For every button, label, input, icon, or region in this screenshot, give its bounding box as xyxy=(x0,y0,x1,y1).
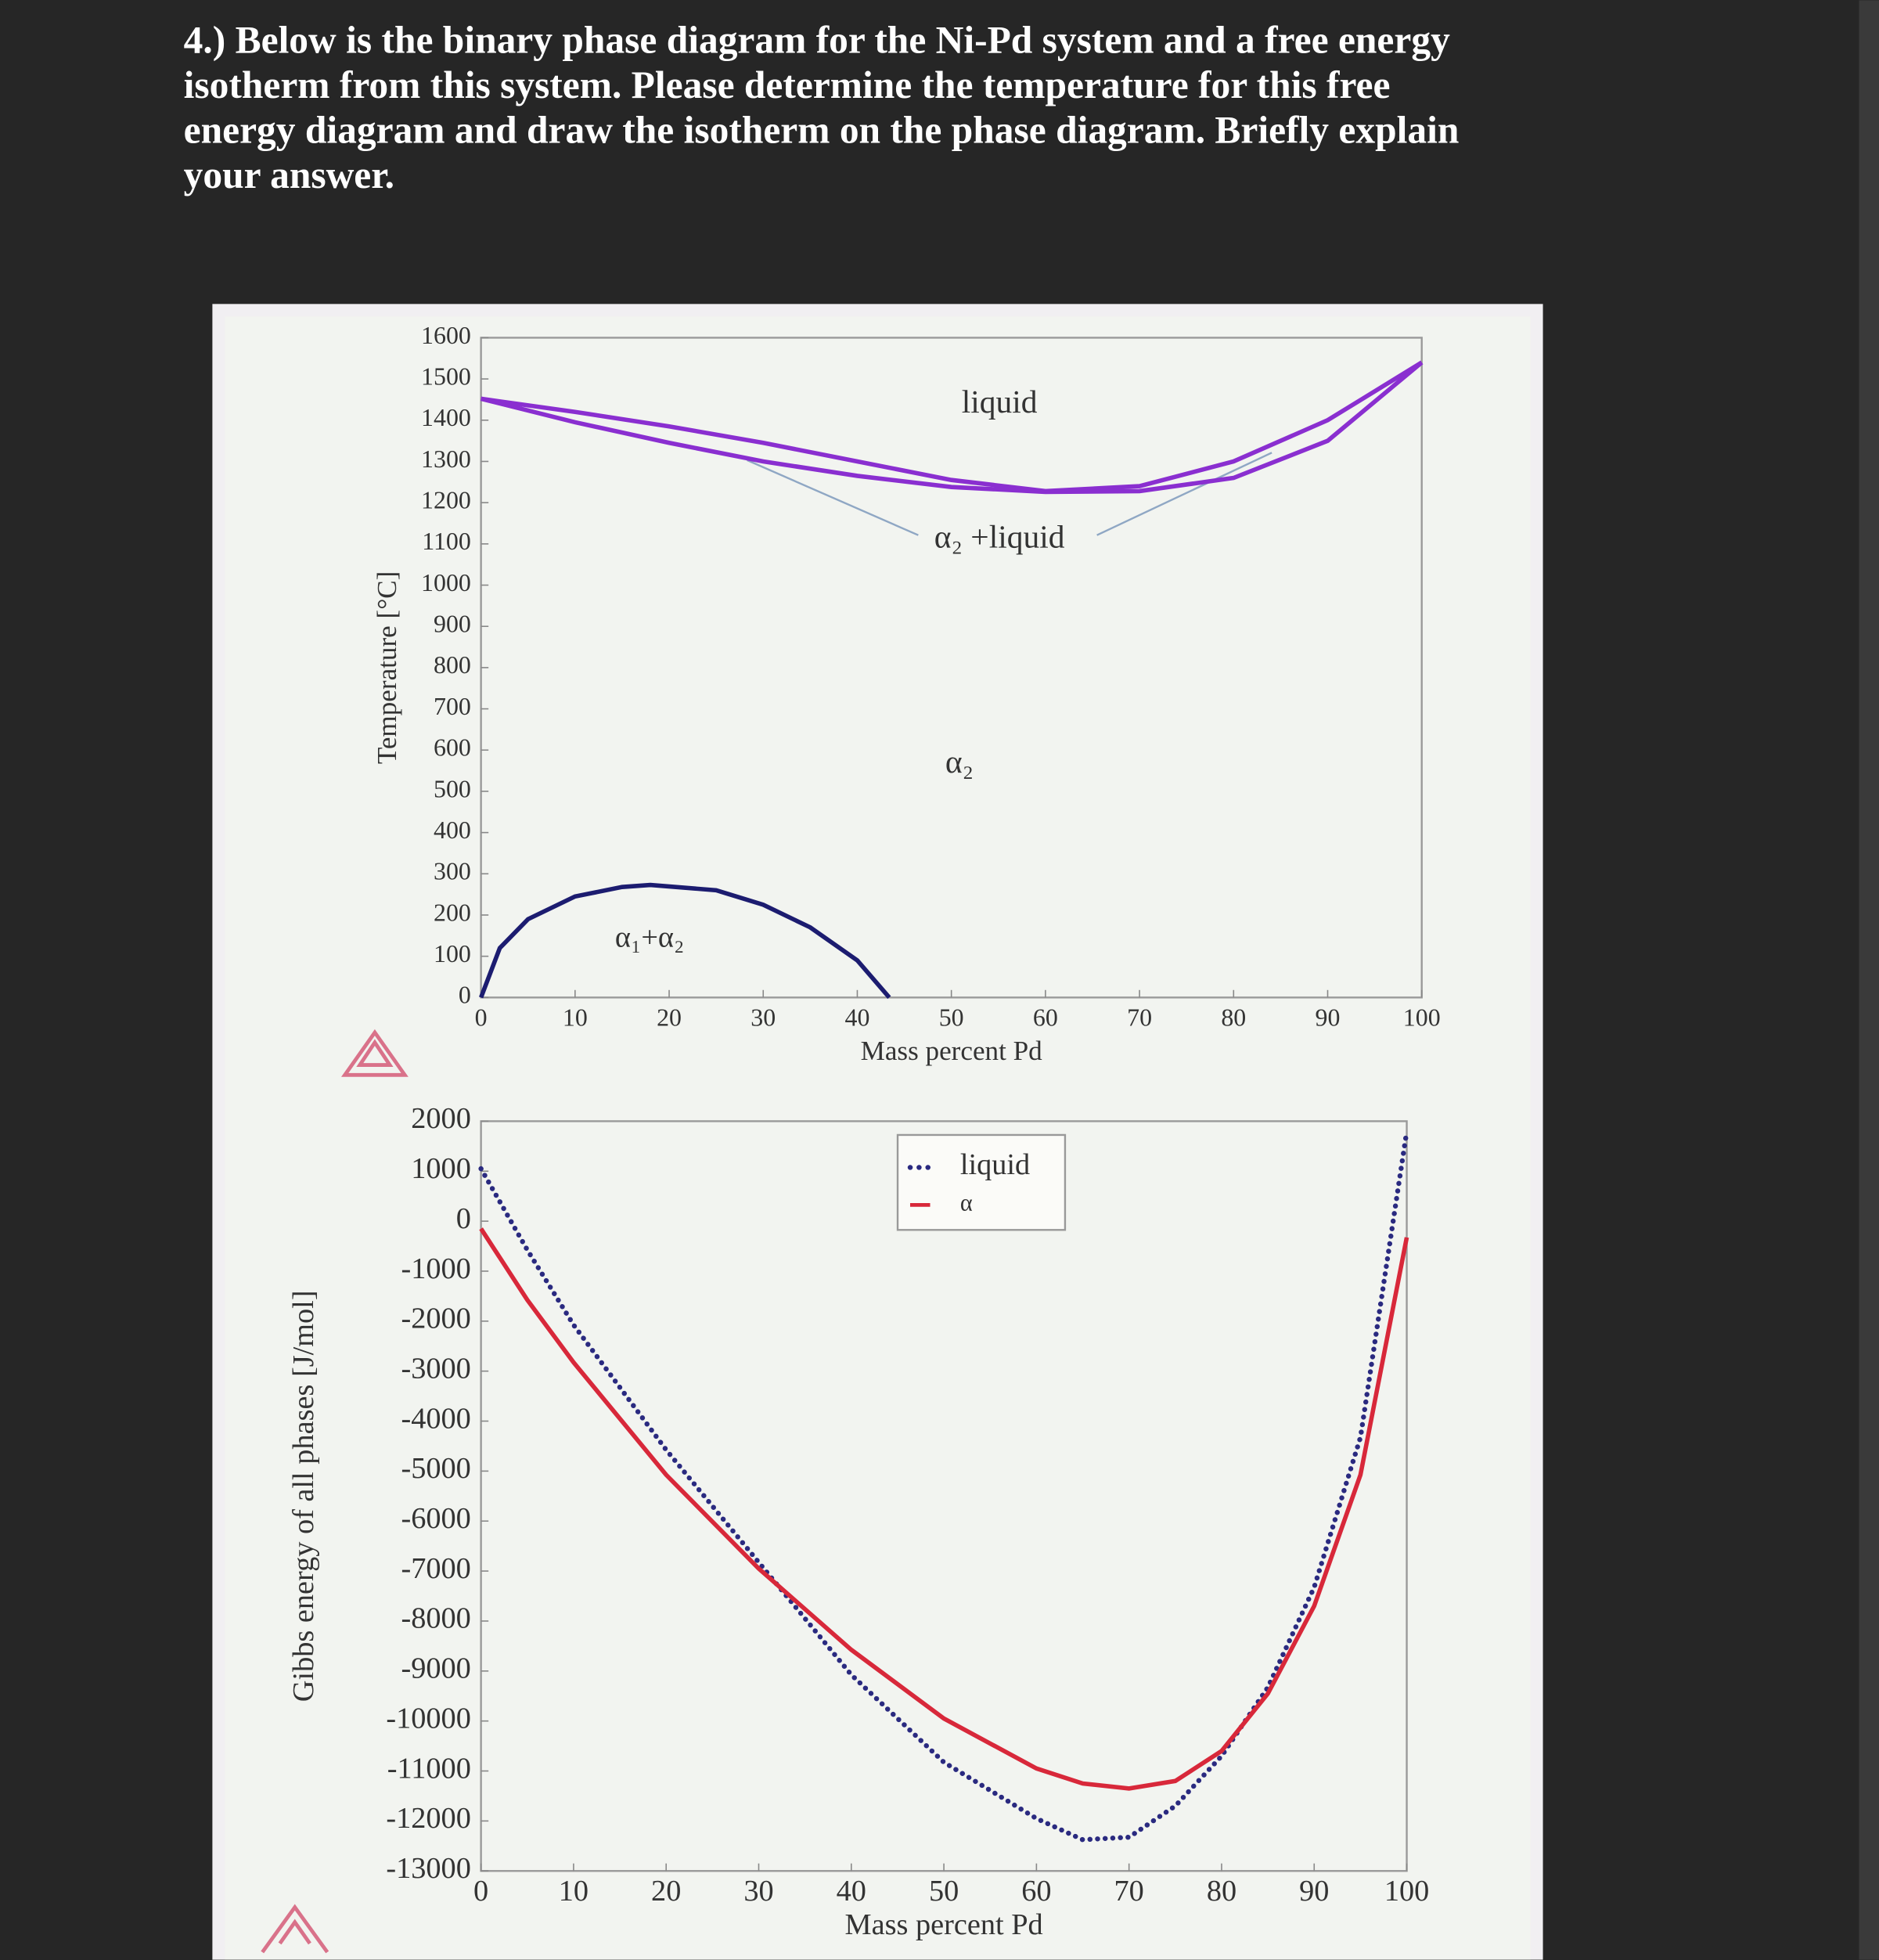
x-tick-label: 40 xyxy=(837,1875,866,1908)
y-tick-label: -8000 xyxy=(401,1602,470,1635)
region-label: α₂ +liquid xyxy=(934,519,1065,555)
question-line: energy diagram and draw the isotherm on … xyxy=(184,108,1460,151)
legend-label: liquid xyxy=(960,1148,1030,1181)
y-tick-label: 800 xyxy=(434,651,471,679)
y-tick-label: 2000 xyxy=(411,1102,471,1135)
y-tick-label: -7000 xyxy=(401,1552,470,1585)
region-label: α₁+α₂ xyxy=(615,921,684,954)
y-tick-label: 400 xyxy=(434,816,471,844)
x-tick-label: 40 xyxy=(845,1003,870,1031)
x-tick-label: 60 xyxy=(1021,1875,1051,1908)
y-tick-label: 1600 xyxy=(421,322,471,349)
x-tick-label: 90 xyxy=(1316,1003,1341,1031)
y-tick-label: -13000 xyxy=(386,1852,471,1885)
logo xyxy=(261,1904,329,1954)
y-tick-label: 600 xyxy=(434,734,471,762)
y-tick-label: -9000 xyxy=(401,1652,470,1685)
y-axis-label: Gibbs energy of all phases [J/mol] xyxy=(287,1290,320,1702)
legend-label: α xyxy=(960,1189,973,1216)
question-line: 4.) Below is the binary phase diagram fo… xyxy=(184,18,1450,61)
screen-edge xyxy=(1859,0,1879,1960)
x-tick-label: 30 xyxy=(743,1875,773,1908)
y-tick-label: -6000 xyxy=(401,1502,470,1535)
y-tick-label: -2000 xyxy=(401,1302,470,1335)
x-tick-label: 60 xyxy=(1033,1003,1058,1031)
x-tick-label: 50 xyxy=(929,1875,959,1908)
y-tick-label: 900 xyxy=(434,611,471,638)
y-tick-label: 1200 xyxy=(421,486,471,513)
y-tick-label: 1300 xyxy=(421,445,471,473)
y-tick-label: 1500 xyxy=(421,362,471,390)
series-line xyxy=(479,882,891,1000)
y-tick-label: 100 xyxy=(434,940,471,967)
series-line xyxy=(481,360,1424,494)
x-tick-label: 0 xyxy=(475,1003,488,1031)
y-tick-label: 1000 xyxy=(421,569,471,596)
x-tick-label: 80 xyxy=(1221,1003,1246,1031)
y-tick-label: -5000 xyxy=(401,1452,470,1485)
legend-box xyxy=(896,1133,1067,1231)
y-tick-label: 700 xyxy=(434,693,471,720)
question-line: isotherm from this system. Please determ… xyxy=(184,63,1391,106)
series-line xyxy=(479,1227,1409,1791)
x-tick-label: 50 xyxy=(939,1003,964,1031)
y-tick-label: -11000 xyxy=(387,1752,471,1785)
pointer-arrow xyxy=(747,459,919,536)
x-tick-label: 10 xyxy=(559,1875,589,1908)
x-tick-label: 20 xyxy=(651,1875,681,1908)
y-tick-label: -4000 xyxy=(401,1402,470,1435)
x-tick-label: 70 xyxy=(1127,1003,1152,1031)
charts: 0100200300400500600700800900100011001200… xyxy=(287,322,1441,1941)
y-tick-label: 1100 xyxy=(422,528,471,555)
x-axis-label: Mass percent Pd xyxy=(861,1036,1043,1066)
y-tick-label: -10000 xyxy=(386,1702,471,1735)
x-tick-label: 100 xyxy=(1384,1875,1429,1908)
question-line: your answer. xyxy=(184,153,394,196)
y-tick-label: 0 xyxy=(459,982,471,1009)
y-tick-label: 300 xyxy=(434,858,471,885)
x-tick-label: 20 xyxy=(657,1003,682,1031)
y-tick-label: 1000 xyxy=(411,1152,471,1185)
x-tick-label: 80 xyxy=(1207,1875,1236,1908)
figure-panel-inner xyxy=(225,316,1531,1960)
series-line xyxy=(480,360,1424,495)
x-axis-label: Mass percent Pd xyxy=(845,1908,1043,1941)
pointer-arrow xyxy=(1096,452,1272,536)
x-tick-label: 10 xyxy=(563,1003,588,1031)
y-tick-label: -12000 xyxy=(386,1802,471,1835)
y-tick-label: 500 xyxy=(434,775,471,802)
y-axis-label: Temperature [°C] xyxy=(372,571,402,765)
x-tick-label: 90 xyxy=(1299,1875,1329,1908)
x-tick-label: 0 xyxy=(473,1875,488,1908)
logo xyxy=(340,1029,409,1077)
x-tick-label: 30 xyxy=(751,1003,776,1031)
y-tick-label: 200 xyxy=(434,899,471,926)
x-tick-label: 70 xyxy=(1114,1875,1144,1908)
region-label: liquid xyxy=(962,384,1038,420)
y-tick-label: -3000 xyxy=(401,1352,470,1385)
series-line xyxy=(478,1128,1409,1843)
y-tick-label: 0 xyxy=(456,1202,471,1235)
y-tick-label: -1000 xyxy=(401,1252,470,1285)
x-tick-label: 100 xyxy=(1403,1003,1441,1031)
y-tick-label: 1400 xyxy=(421,404,471,431)
region-label: α₂ xyxy=(945,744,974,780)
